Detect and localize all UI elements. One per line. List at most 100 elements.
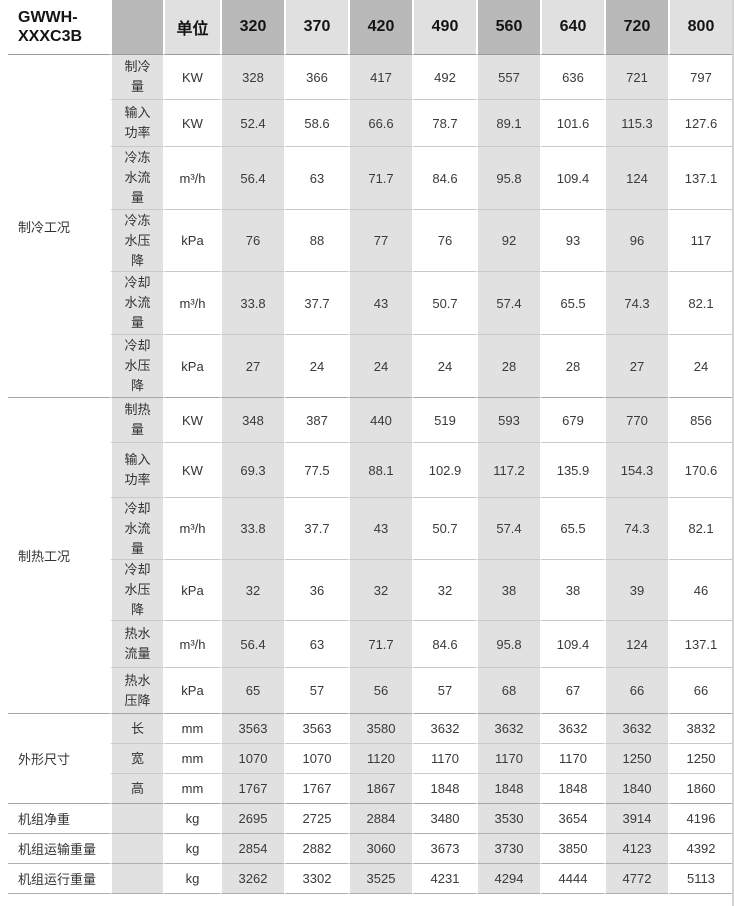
value-cell: 68 bbox=[476, 668, 540, 714]
value-cell: 3563 bbox=[284, 714, 348, 744]
value-cell: 117 bbox=[668, 210, 732, 272]
value-cell: 3525 bbox=[348, 864, 412, 894]
param-cell: 冷却 水压 降 bbox=[110, 560, 163, 621]
table-row: 宽 mm 1070 1070 1120 1170 1170 1170 1250 1250 bbox=[8, 744, 732, 774]
value-cell: 492 bbox=[412, 55, 476, 100]
value-cell: 28 bbox=[540, 335, 604, 398]
value-cell: 77.5 bbox=[284, 443, 348, 498]
value-cell: 57.4 bbox=[476, 272, 540, 335]
param-cell: 制热 量 bbox=[110, 398, 163, 443]
value-cell: 43 bbox=[348, 498, 412, 560]
value-cell: 124 bbox=[604, 147, 668, 210]
table-row: 外形尺寸长 mm 3563 3563 3580 3632 3632 3632 3632 3832 bbox=[8, 714, 732, 804]
value-cell: 28 bbox=[476, 335, 540, 398]
value-cell: 4294 bbox=[476, 864, 540, 894]
param-cell: 冷冻 水流 量 bbox=[110, 147, 163, 210]
table-row: 机组净重 kg 2695 2725 2884 3480 3530 3654 3914 4196 bbox=[8, 804, 732, 834]
value-cell: 92 bbox=[476, 210, 540, 272]
value-cell: 3850 bbox=[540, 834, 604, 864]
value-cell: 1848 bbox=[476, 774, 540, 804]
value-cell: 135.9 bbox=[540, 443, 604, 498]
value-cell: 328 bbox=[220, 55, 284, 100]
value-cell: 2884 bbox=[348, 804, 412, 834]
value-cell: 4231 bbox=[412, 864, 476, 894]
value-cell: 74.3 bbox=[604, 498, 668, 560]
value-cell: 36 bbox=[284, 560, 348, 621]
value-cell: 66.6 bbox=[348, 100, 412, 147]
column-header-420: 420 bbox=[348, 0, 412, 55]
value-cell: 3480 bbox=[412, 804, 476, 834]
value-cell: 856 bbox=[668, 398, 732, 443]
table-row: 热水 流量 m³/h 56.4 63 71.7 84.6 95.8 109.4 124 137.1 bbox=[8, 621, 732, 668]
table-row: 冷却 水流 量 m³/h 33.8 37.7 43 50.7 57.4 65.5 74.3 82.… bbox=[8, 498, 732, 560]
value-cell: 1250 bbox=[604, 744, 668, 774]
unit-cell: KW bbox=[163, 100, 220, 147]
table-row: 冷却 水压 降 kPa 27 24 24 24 28 28 27 24 bbox=[8, 335, 732, 398]
value-cell: 66 bbox=[668, 668, 732, 714]
header-row: GWWH- XXXC3B 单位 320 370 420 490 560 640 … bbox=[8, 0, 732, 55]
value-cell: 63 bbox=[284, 621, 348, 668]
unit-cell: KW bbox=[163, 55, 220, 100]
param-cell: 输入 功率 bbox=[110, 443, 163, 498]
param-cell: 冷却 水压 降 bbox=[110, 335, 163, 398]
value-cell: 1170 bbox=[412, 744, 476, 774]
value-cell: 1867 bbox=[348, 774, 412, 804]
column-header-800: 800 bbox=[668, 0, 732, 55]
footer-spacer-cell bbox=[110, 864, 163, 894]
value-cell: 65.5 bbox=[540, 498, 604, 560]
value-cell: 71.7 bbox=[348, 621, 412, 668]
value-cell: 124 bbox=[604, 621, 668, 668]
value-cell: 3632 bbox=[476, 714, 540, 744]
value-cell: 65 bbox=[220, 668, 284, 714]
value-cell: 24 bbox=[284, 335, 348, 398]
value-cell: 39 bbox=[604, 560, 668, 621]
value-cell: 636 bbox=[540, 55, 604, 100]
value-cell: 1170 bbox=[540, 744, 604, 774]
footer-label-cell: 机组运输重量 bbox=[8, 834, 110, 864]
value-cell: 38 bbox=[540, 560, 604, 621]
value-cell: 102.9 bbox=[412, 443, 476, 498]
column-header-490: 490 bbox=[412, 0, 476, 55]
value-cell: 56.4 bbox=[220, 621, 284, 668]
value-cell: 3580 bbox=[348, 714, 412, 744]
value-cell: 1848 bbox=[540, 774, 604, 804]
value-cell: 3632 bbox=[412, 714, 476, 744]
value-cell: 4444 bbox=[540, 864, 604, 894]
param-cell: 长 bbox=[110, 714, 163, 744]
value-cell: 82.1 bbox=[668, 498, 732, 560]
value-cell: 5113 bbox=[668, 864, 732, 894]
table-row: 高 mm 1767 1767 1867 1848 1848 1848 1840 1860 bbox=[8, 774, 732, 804]
unit-column-header: 单位 bbox=[163, 0, 220, 55]
value-cell: 3673 bbox=[412, 834, 476, 864]
value-cell: 101.6 bbox=[540, 100, 604, 147]
value-cell: 1840 bbox=[604, 774, 668, 804]
value-cell: 679 bbox=[540, 398, 604, 443]
unit-cell: KW bbox=[163, 398, 220, 443]
param-cell: 制冷 量 bbox=[110, 55, 163, 100]
param-cell: 宽 bbox=[110, 744, 163, 774]
value-cell: 440 bbox=[348, 398, 412, 443]
value-cell: 32 bbox=[412, 560, 476, 621]
value-cell: 3654 bbox=[540, 804, 604, 834]
value-cell: 3914 bbox=[604, 804, 668, 834]
value-cell: 3730 bbox=[476, 834, 540, 864]
unit-cell: kPa bbox=[163, 335, 220, 398]
unit-cell: m³/h bbox=[163, 272, 220, 335]
param-cell: 冷却 水流 量 bbox=[110, 272, 163, 335]
table-row: 输入 功率 KW 69.3 77.5 88.1 102.9 117.2 135.9 154.3 1… bbox=[8, 443, 732, 498]
value-cell: 1250 bbox=[668, 744, 732, 774]
table-row: 冷冻 水压 降 kPa 76 88 77 76 92 93 96 117 bbox=[8, 210, 732, 272]
value-cell: 95.8 bbox=[476, 147, 540, 210]
value-cell: 50.7 bbox=[412, 272, 476, 335]
footer-label-cell: 机组运行重量 bbox=[8, 864, 110, 894]
unit-cell: mm bbox=[163, 744, 220, 774]
value-cell: 66 bbox=[604, 668, 668, 714]
value-cell: 348 bbox=[220, 398, 284, 443]
value-cell: 58.6 bbox=[284, 100, 348, 147]
value-cell: 109.4 bbox=[540, 621, 604, 668]
value-cell: 1120 bbox=[348, 744, 412, 774]
value-cell: 71.7 bbox=[348, 147, 412, 210]
value-cell: 27 bbox=[220, 335, 284, 398]
value-cell: 170.6 bbox=[668, 443, 732, 498]
value-cell: 4772 bbox=[604, 864, 668, 894]
